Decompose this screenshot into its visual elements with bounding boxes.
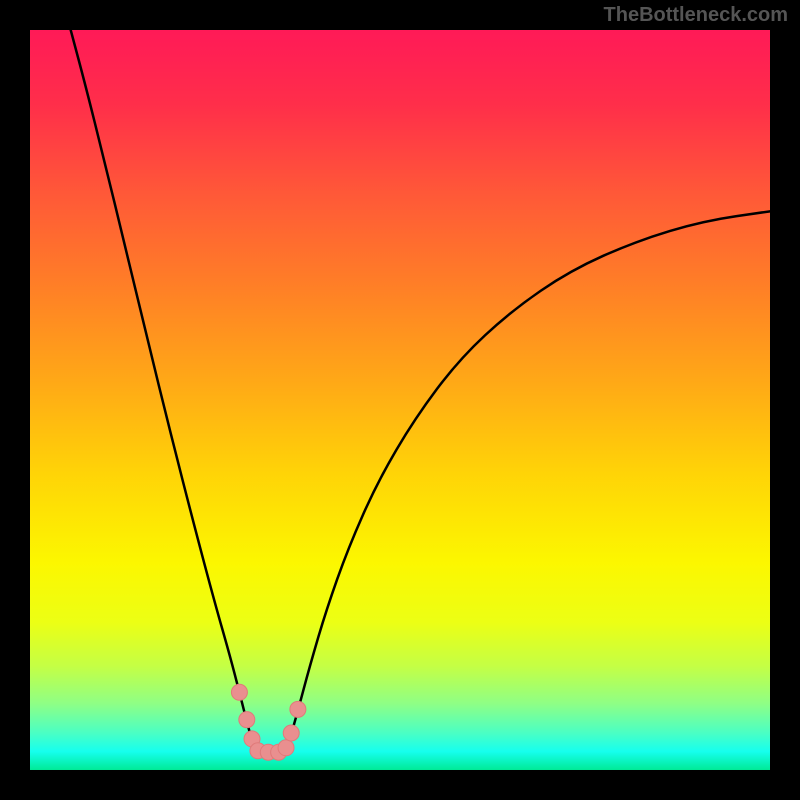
curve-marker [231,684,247,700]
bottleneck-curve [71,30,770,752]
curve-marker [278,740,294,756]
watermark-text: TheBottleneck.com [604,4,788,27]
chart-container: TheBottleneck.com [0,0,800,800]
curve-marker [239,712,255,728]
curve-overlay [30,30,770,770]
curve-marker [290,701,306,717]
curve-marker [283,725,299,741]
plot-area [30,30,770,770]
